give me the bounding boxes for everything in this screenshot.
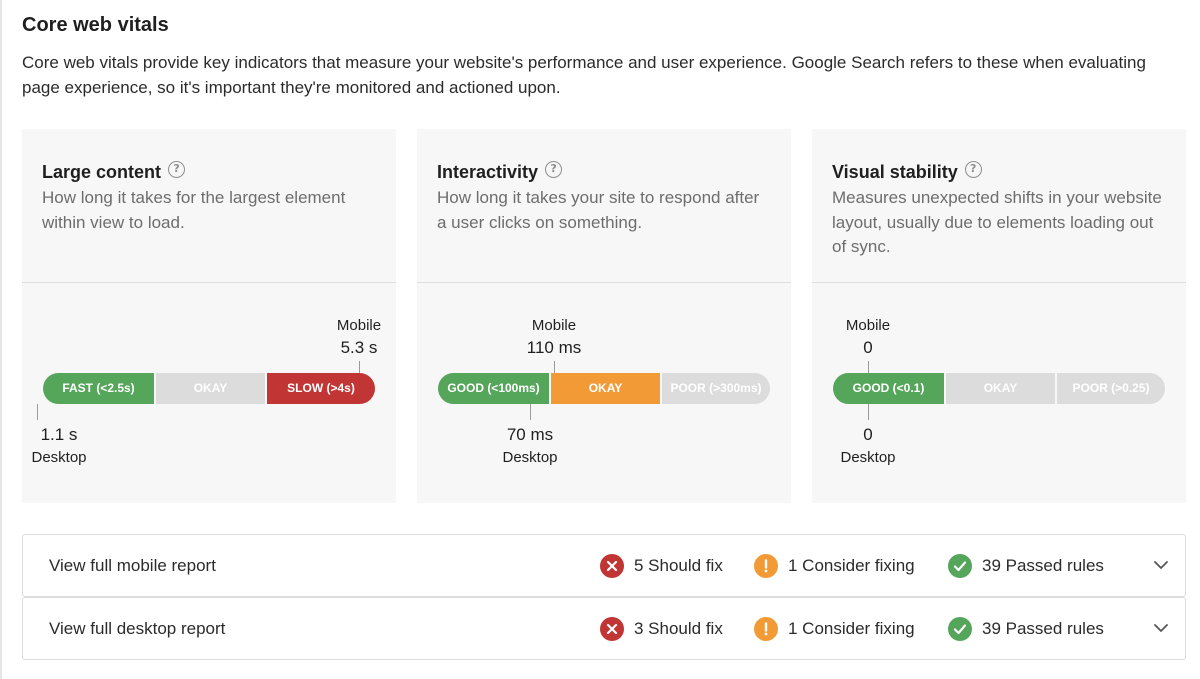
exclamation-circle-icon	[754, 617, 778, 641]
mobile-value: 0	[863, 338, 873, 357]
mobile-label: Mobile	[531, 317, 577, 334]
mobile-report-row[interactable]: View full mobile report 5 Should fix 1 C…	[22, 534, 1186, 597]
should-fix-count: 5 Should fix	[634, 556, 723, 575]
gauge-segment-okay: OKAY	[154, 373, 265, 404]
consider-fixing-stat: 1 Consider fixing	[754, 598, 915, 660]
exclamation-circle-icon	[754, 554, 778, 578]
gauge-segment-good: GOOD (<100ms)	[438, 373, 549, 404]
passed-stat: 39 Passed rules	[948, 598, 1104, 660]
check-circle-icon	[948, 554, 972, 578]
x-circle-icon	[600, 554, 624, 578]
gauge-segment-poor: POOR (>0.25)	[1055, 373, 1165, 404]
report-label: View full desktop report	[49, 619, 226, 638]
desktop-report-row[interactable]: View full desktop report 3 Should fix 1 …	[22, 597, 1186, 660]
consider-fixing-count: 1 Consider fixing	[788, 619, 915, 638]
chevron-down-icon[interactable]	[1151, 555, 1171, 575]
consider-fixing-stat: 1 Consider fixing	[754, 535, 915, 597]
mobile-marker	[554, 361, 555, 373]
desktop-marker	[868, 404, 869, 420]
vital-card-title-text: Large content	[42, 162, 162, 182]
chevron-down-icon[interactable]	[1151, 618, 1171, 638]
x-circle-icon	[600, 617, 624, 641]
vital-card-header: Visual stability ? Measures unexpected s…	[812, 129, 1186, 283]
passed-count: 39 Passed rules	[982, 556, 1104, 575]
gauge-segment-okay: OKAY	[549, 373, 660, 404]
help-icon[interactable]: ?	[964, 161, 982, 178]
consider-fixing-count: 1 Consider fixing	[788, 556, 915, 575]
vital-card-title: Interactivity ?	[437, 161, 563, 183]
desktop-value: 70 ms	[506, 425, 554, 444]
desktop-value: 0	[863, 425, 873, 444]
vital-card-title-text: Interactivity	[437, 162, 539, 182]
mobile-marker	[359, 361, 360, 373]
vital-card-interactivity: Interactivity ? How long it takes your s…	[417, 129, 791, 503]
section-title: Core web vitals	[22, 14, 169, 36]
should-fix-count: 3 Should fix	[634, 619, 723, 638]
desktop-label: Desktop	[840, 449, 896, 466]
mobile-label: Mobile	[336, 317, 382, 334]
vital-card-header: Large content ? How long it takes for th…	[22, 129, 396, 283]
mobile-value: 5.3 s	[340, 338, 378, 357]
gauge-segment-poor: POOR (>300ms)	[660, 373, 770, 404]
threshold-gauge: GOOD (<0.1) OKAY POOR (>0.25)	[833, 373, 1165, 404]
vital-card-description: Measures unexpected shifts in your websi…	[832, 188, 1162, 256]
check-circle-icon	[948, 617, 972, 641]
mobile-label: Mobile	[845, 317, 891, 334]
desktop-label: Desktop	[31, 449, 87, 466]
report-label: View full mobile report	[49, 556, 216, 575]
gauge-segment-poor: SLOW (>4s)	[265, 373, 375, 404]
passed-count: 39 Passed rules	[982, 619, 1104, 638]
vital-card-title-text: Visual stability	[832, 162, 958, 182]
should-fix-stat: 5 Should fix	[600, 535, 723, 597]
desktop-value: 1.1 s	[40, 425, 78, 444]
vital-card-title: Large content ?	[42, 161, 186, 183]
vital-card-visual-stability: Visual stability ? Measures unexpected s…	[812, 129, 1186, 503]
vital-card-header: Interactivity ? How long it takes your s…	[417, 129, 791, 283]
vital-card-large-content: Large content ? How long it takes for th…	[22, 129, 396, 503]
threshold-gauge: FAST (<2.5s) OKAY SLOW (>4s)	[43, 373, 375, 404]
page-left-border	[0, 0, 2, 679]
passed-stat: 39 Passed rules	[948, 535, 1104, 597]
help-icon[interactable]: ?	[168, 161, 186, 178]
threshold-gauge: GOOD (<100ms) OKAY POOR (>300ms)	[438, 373, 770, 404]
gauge-segment-good: FAST (<2.5s)	[43, 373, 154, 404]
desktop-marker	[37, 404, 38, 420]
mobile-value: 110 ms	[526, 338, 582, 357]
desktop-marker	[530, 404, 531, 420]
vital-card-title: Visual stability ?	[832, 161, 982, 183]
help-icon[interactable]: ?	[545, 161, 563, 178]
desktop-label: Desktop	[502, 449, 558, 466]
should-fix-stat: 3 Should fix	[600, 598, 723, 660]
vital-card-description: How long it takes your site to respond a…	[437, 188, 760, 232]
gauge-segment-okay: OKAY	[944, 373, 1055, 404]
gauge-segment-good: GOOD (<0.1)	[833, 373, 944, 404]
section-description: Core web vitals provide key indicators t…	[22, 53, 1146, 97]
mobile-marker	[868, 361, 869, 373]
vital-card-description: How long it takes for the largest elemen…	[42, 188, 346, 232]
